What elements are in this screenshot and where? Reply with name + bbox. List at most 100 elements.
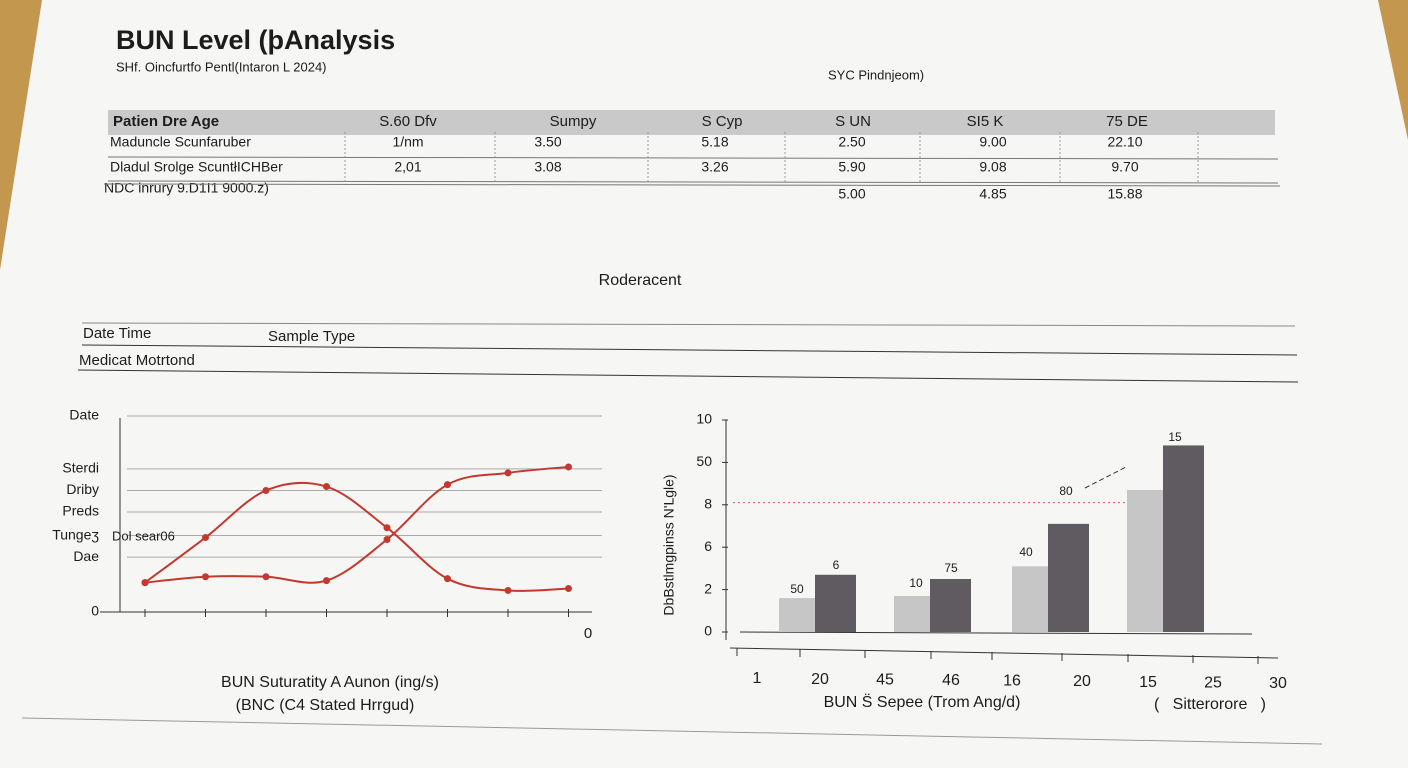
row-label: Dladul Srolge ScuntłICHBer — [110, 159, 283, 175]
bar — [1012, 566, 1053, 632]
annotation: 0 — [584, 625, 592, 642]
table-cell: 5.90 — [838, 159, 865, 175]
x-tick-label: 20 — [1073, 673, 1091, 690]
data-point — [202, 534, 209, 542]
field-label: Date Time — [83, 325, 151, 342]
bar — [1163, 445, 1204, 632]
x-tick-label: 20 — [811, 671, 829, 688]
y-tick-label: 2 — [704, 580, 712, 596]
table-cell: 3.50 — [534, 134, 561, 150]
x-axis — [739, 631, 1253, 635]
table-cell: 22.10 — [1107, 134, 1142, 150]
table-rule — [107, 156, 1279, 160]
bar — [815, 574, 856, 632]
bar-annotation: 15 — [1168, 430, 1182, 444]
section-title: Roderacent — [599, 272, 682, 289]
bar-annotation: 6 — [833, 558, 840, 572]
x-tick-label: 45 — [876, 671, 894, 688]
table-header: S Cyp — [702, 113, 743, 130]
data-point — [323, 483, 330, 491]
bar — [1127, 489, 1168, 632]
field-label: Sample Type — [268, 328, 355, 345]
series-line — [144, 465, 569, 584]
bar-annotation: 10 — [909, 576, 923, 590]
data-point — [444, 481, 451, 489]
data-point — [383, 524, 391, 532]
x-tick-label: 1 — [753, 670, 762, 687]
title: BUN Level (þAnalysis — [116, 25, 395, 55]
bar — [779, 598, 820, 632]
table-cell: 5.00 — [838, 186, 865, 202]
rule — [81, 322, 1296, 327]
table-cell: 4.85 — [979, 186, 1006, 202]
table-cell: 2.50 — [838, 134, 865, 150]
x-axis-label: BUN S̈ Sepee (Trom Ang/d) — [824, 693, 1021, 712]
y-tick-label: 6 — [704, 538, 712, 554]
table-header: S UN — [835, 113, 871, 130]
table-cell: 2,01 — [394, 159, 421, 175]
rule — [77, 369, 1299, 383]
bar — [930, 579, 971, 632]
bar — [1048, 523, 1089, 632]
bar-annotation: 40 — [1019, 545, 1033, 559]
x-tick-label: 16 — [1003, 673, 1021, 690]
table-header-bg — [108, 110, 1275, 135]
data-point — [565, 584, 572, 592]
x-tick-label: 15 — [1139, 674, 1157, 691]
bar-annotation: 80 — [1059, 484, 1073, 498]
rule — [21, 717, 1323, 745]
x-axis — [729, 647, 1279, 659]
table-cell: 5.18 — [701, 134, 728, 150]
field-label: Medicat Motrtond — [79, 352, 195, 369]
table-rule — [107, 180, 1279, 184]
table-cell: 9.08 — [979, 159, 1006, 175]
data-point — [141, 579, 149, 587]
table-header: Sumpy — [550, 113, 597, 130]
x-tick-label: 25 — [1204, 674, 1222, 691]
x-tick-label: 30 — [1269, 675, 1287, 692]
data-point — [504, 469, 512, 477]
data-point — [565, 463, 572, 471]
table-cell: 3.26 — [701, 159, 728, 175]
rule — [81, 344, 1298, 356]
table-header: Patien Dre Age — [113, 113, 219, 130]
table-rule — [103, 183, 1281, 187]
y-tick-label: Preds — [62, 503, 99, 519]
table-cell: 15.88 — [1107, 186, 1142, 202]
row-label: Maduncle Scunfaruber — [110, 134, 251, 150]
y-tick-label: 8 — [704, 496, 712, 512]
x-tick-label: 46 — [942, 672, 960, 689]
data-point — [262, 573, 270, 581]
table-header: SI5 K — [967, 113, 1004, 130]
table-header: 75 DE — [1106, 113, 1148, 130]
x-axis-label: (BNC (C4 Stated Hrrgud) — [236, 697, 415, 714]
table-cell: 1/nm — [392, 134, 423, 150]
note: SYC Pindnjeom) — [828, 67, 924, 82]
x-axis-note: ( Sitterorore ) — [1154, 696, 1266, 713]
table-cell: 9.70 — [1111, 159, 1138, 175]
y-tick-label: Dae — [73, 548, 99, 564]
data-point — [262, 486, 270, 494]
table-cell: 9.00 — [979, 134, 1006, 150]
y-tick-label: 0 — [91, 603, 99, 619]
data-point — [504, 586, 512, 594]
y-tick-label: 10 — [696, 411, 712, 427]
data-point — [323, 577, 330, 585]
y-tick-label: 50 — [696, 453, 712, 469]
table-header: S.60 Dfv — [379, 113, 437, 130]
y-tick-label: 0 — [704, 623, 712, 639]
y-axis-label: DbBstlmgpinss N'Lgle) — [661, 474, 677, 615]
bar-annotation: 75 — [944, 561, 958, 575]
y-tick-label: Date — [69, 407, 99, 423]
y-tick-label: Tungeʒ — [52, 526, 99, 542]
dash-mark — [1084, 466, 1127, 489]
wood-edge — [0, 0, 42, 270]
x-axis-label: BUN Suturatity A Aunon (ing/s) — [221, 674, 439, 691]
data-point — [444, 575, 451, 583]
y-tick-label: Driby — [66, 481, 99, 497]
data-point — [202, 573, 209, 581]
bar — [894, 595, 935, 632]
annotation: Dol sear06 — [112, 528, 175, 543]
row-label: NDC inrury 9.D1I1 9000.z) — [104, 180, 269, 196]
